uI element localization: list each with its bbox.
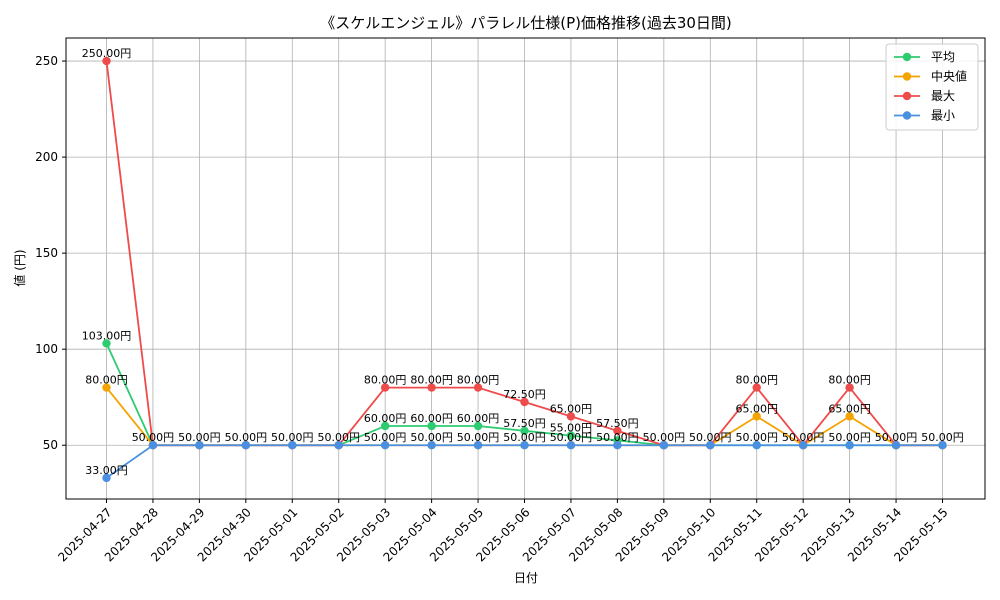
data-point [752,441,761,450]
data-label: 80.00円 [410,374,453,387]
chart-title: 《スケルエンジェル》パラレル仕様(P)価格推移(過去30日間) [320,14,732,32]
legend-marker [902,111,912,120]
data-point [798,441,808,450]
legend-label: 中央値 [931,69,967,84]
data-point [520,397,529,407]
data-label: 80.00円 [457,374,500,387]
data-point [473,441,483,450]
data-label: 72.50円 [503,388,546,401]
legend-marker [902,72,912,81]
data-point [938,441,947,450]
data-point [659,441,669,450]
data-label: 80.00円 [828,374,871,387]
legend-marker [902,91,912,101]
data-label: 80.00円 [364,374,407,387]
data-label: 80.00円 [735,374,778,387]
data-label: 50.00円 [921,431,964,444]
data-label: 50.00円 [735,431,778,444]
data-label: 50.00円 [317,431,360,444]
data-label: 50.00円 [132,431,175,444]
data-point [148,441,158,450]
data-label: 57.50円 [596,417,639,430]
data-point [520,441,529,450]
data-point [566,431,576,440]
data-label: 50.00円 [503,431,546,444]
data-label: 57.50円 [503,417,546,430]
x-axis-ticks: 2025-04-272025-04-282025-04-292025-04-30… [55,499,951,564]
y-tick-label: 150 [35,246,58,260]
series-3 [102,441,947,483]
data-label: 50.00円 [689,431,732,444]
y-axis-ticks: 50 100 150 200 250 [35,54,66,452]
data-point [102,383,111,392]
legend-label: 最小 [931,109,955,123]
data-point [845,383,854,392]
data-point [845,441,854,450]
plot-frame [65,37,986,500]
legend-box [885,43,979,131]
data-point [613,441,622,450]
data-point [752,412,761,421]
data-point [427,421,436,431]
y-tick-label: 50 [43,438,58,452]
data-label: 50.00円 [875,431,918,444]
y-tick-label: 200 [35,150,58,164]
data-label: 33.00円 [85,464,128,477]
data-label: 60.00円 [457,412,500,425]
data-point [241,441,251,450]
data-point [520,426,529,436]
data-label: 103.00円 [82,329,132,342]
data-point [845,412,854,421]
legend-label: 最大 [931,89,955,103]
data-point [102,56,111,66]
data-point [195,441,204,450]
data-point [427,441,436,450]
data-label: 55.00円 [550,422,593,435]
legend-label: 平均 [931,50,955,64]
data-label: 80.00円 [85,374,128,387]
x-axis-label: 日付 [514,571,538,585]
data-label: 65.00円 [735,402,778,415]
data-point [102,473,111,483]
data-point [891,441,901,450]
data-label: 50.00円 [457,431,500,444]
data-label: 50.00円 [828,431,871,444]
data-point [380,441,390,450]
data-point [566,412,576,421]
data-label: 50.00円 [271,431,314,444]
data-point [473,383,483,392]
data-label: 250.00円 [82,47,132,60]
data-label: 60.00円 [364,412,407,425]
data-label: 50.00円 [225,431,268,444]
data-point [380,421,390,431]
data-point [706,441,715,450]
data-label: 50.00円 [410,431,453,444]
data-point [380,383,390,392]
data-label: 50.00円 [596,431,639,444]
data-point [473,421,483,431]
data-point [427,383,436,392]
data-point [102,339,111,348]
data-point [752,383,761,392]
series-layer [102,56,947,483]
data-label: 50.00円 [643,431,686,444]
y-tick-label: 250 [35,54,58,68]
y-axis-label: 値 (円) [12,249,27,286]
data-label: 65.00円 [550,402,593,415]
data-point [566,441,576,450]
legend-marker [902,52,912,62]
data-point [288,441,297,450]
data-label: 50.00円 [364,431,407,444]
y-tick-label: 100 [35,342,58,356]
data-point [613,426,622,436]
data-label: 50.00円 [550,431,593,444]
data-label: 50.00円 [782,431,825,444]
data-label: 65.00円 [828,402,871,415]
data-label: 50.00円 [178,431,221,444]
data-point [334,441,343,450]
data-label: 60.00円 [410,412,453,425]
